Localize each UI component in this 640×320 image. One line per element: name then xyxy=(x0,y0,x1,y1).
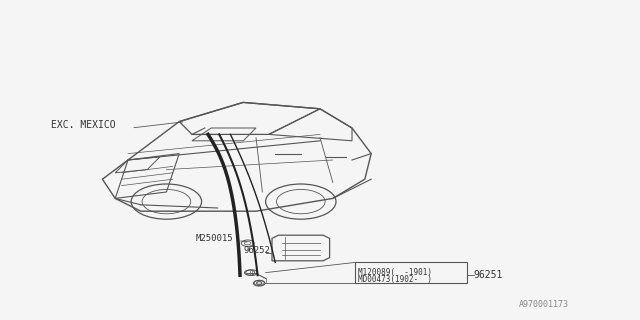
Text: MD00473(1902-  ): MD00473(1902- ) xyxy=(358,275,433,284)
Text: A970001173: A970001173 xyxy=(519,300,569,309)
Text: 96252: 96252 xyxy=(243,246,270,255)
Text: M250015: M250015 xyxy=(195,234,233,243)
Text: M120089(  -1901): M120089( -1901) xyxy=(358,268,433,277)
Text: EXC. MEXICO: EXC. MEXICO xyxy=(51,120,116,130)
Bar xyxy=(355,262,467,283)
Text: 96251: 96251 xyxy=(474,270,503,280)
